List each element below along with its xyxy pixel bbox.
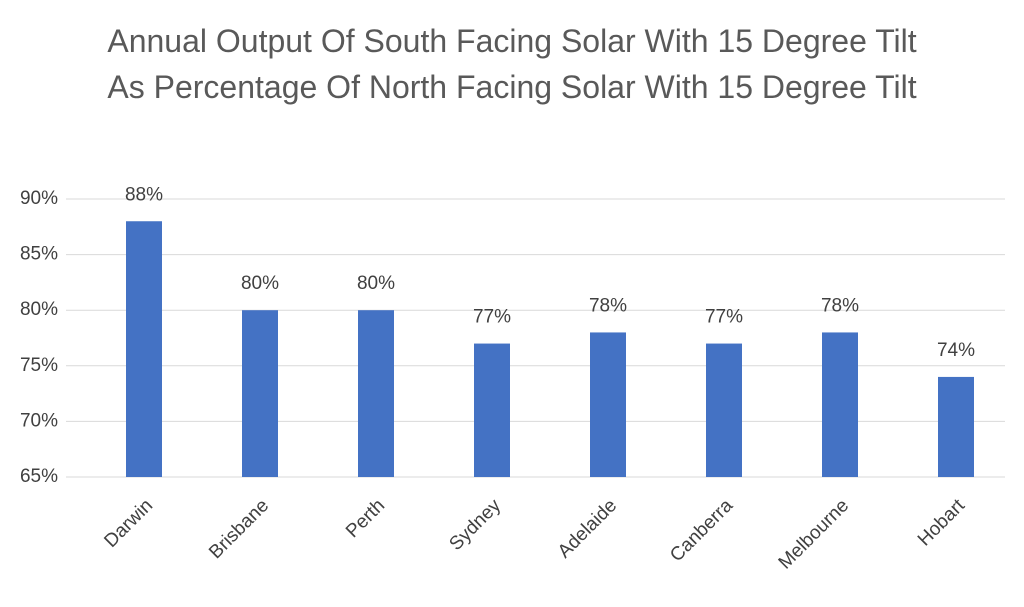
bar [242,310,278,477]
x-tick-label: Sydney [445,495,505,555]
value-label: 74% [937,340,975,361]
value-label: 80% [357,273,395,294]
bar [938,376,974,477]
x-tick-label: Canberra [666,495,737,566]
value-label: 80% [241,273,279,294]
value-label: 78% [821,295,859,316]
y-tick-label: 75% [20,355,58,376]
x-tick-label: Brisbane [205,495,273,563]
value-label: 78% [589,295,627,316]
bar [590,332,626,477]
bar [474,343,510,477]
value-label: 77% [473,307,511,328]
x-tick-label: Perth [342,495,389,542]
x-tick-label: Darwin [100,495,157,552]
bar [822,332,858,477]
x-tick-label: Hobart [914,495,970,551]
y-tick-label: 70% [20,410,58,431]
y-tick-label: 65% [20,466,58,487]
y-tick-label: 80% [20,299,58,320]
value-label: 77% [705,307,743,328]
bar [358,310,394,477]
value-label: 88% [125,184,163,205]
bar [706,343,742,477]
y-tick-label: 90% [20,188,58,209]
x-tick-label: Melbourne [775,495,853,573]
bar [126,221,162,477]
x-tick-label: Adelaide [554,495,621,562]
chart-title: Annual Output Of South Facing Solar With… [107,23,917,105]
y-tick-label: 85% [20,244,58,265]
